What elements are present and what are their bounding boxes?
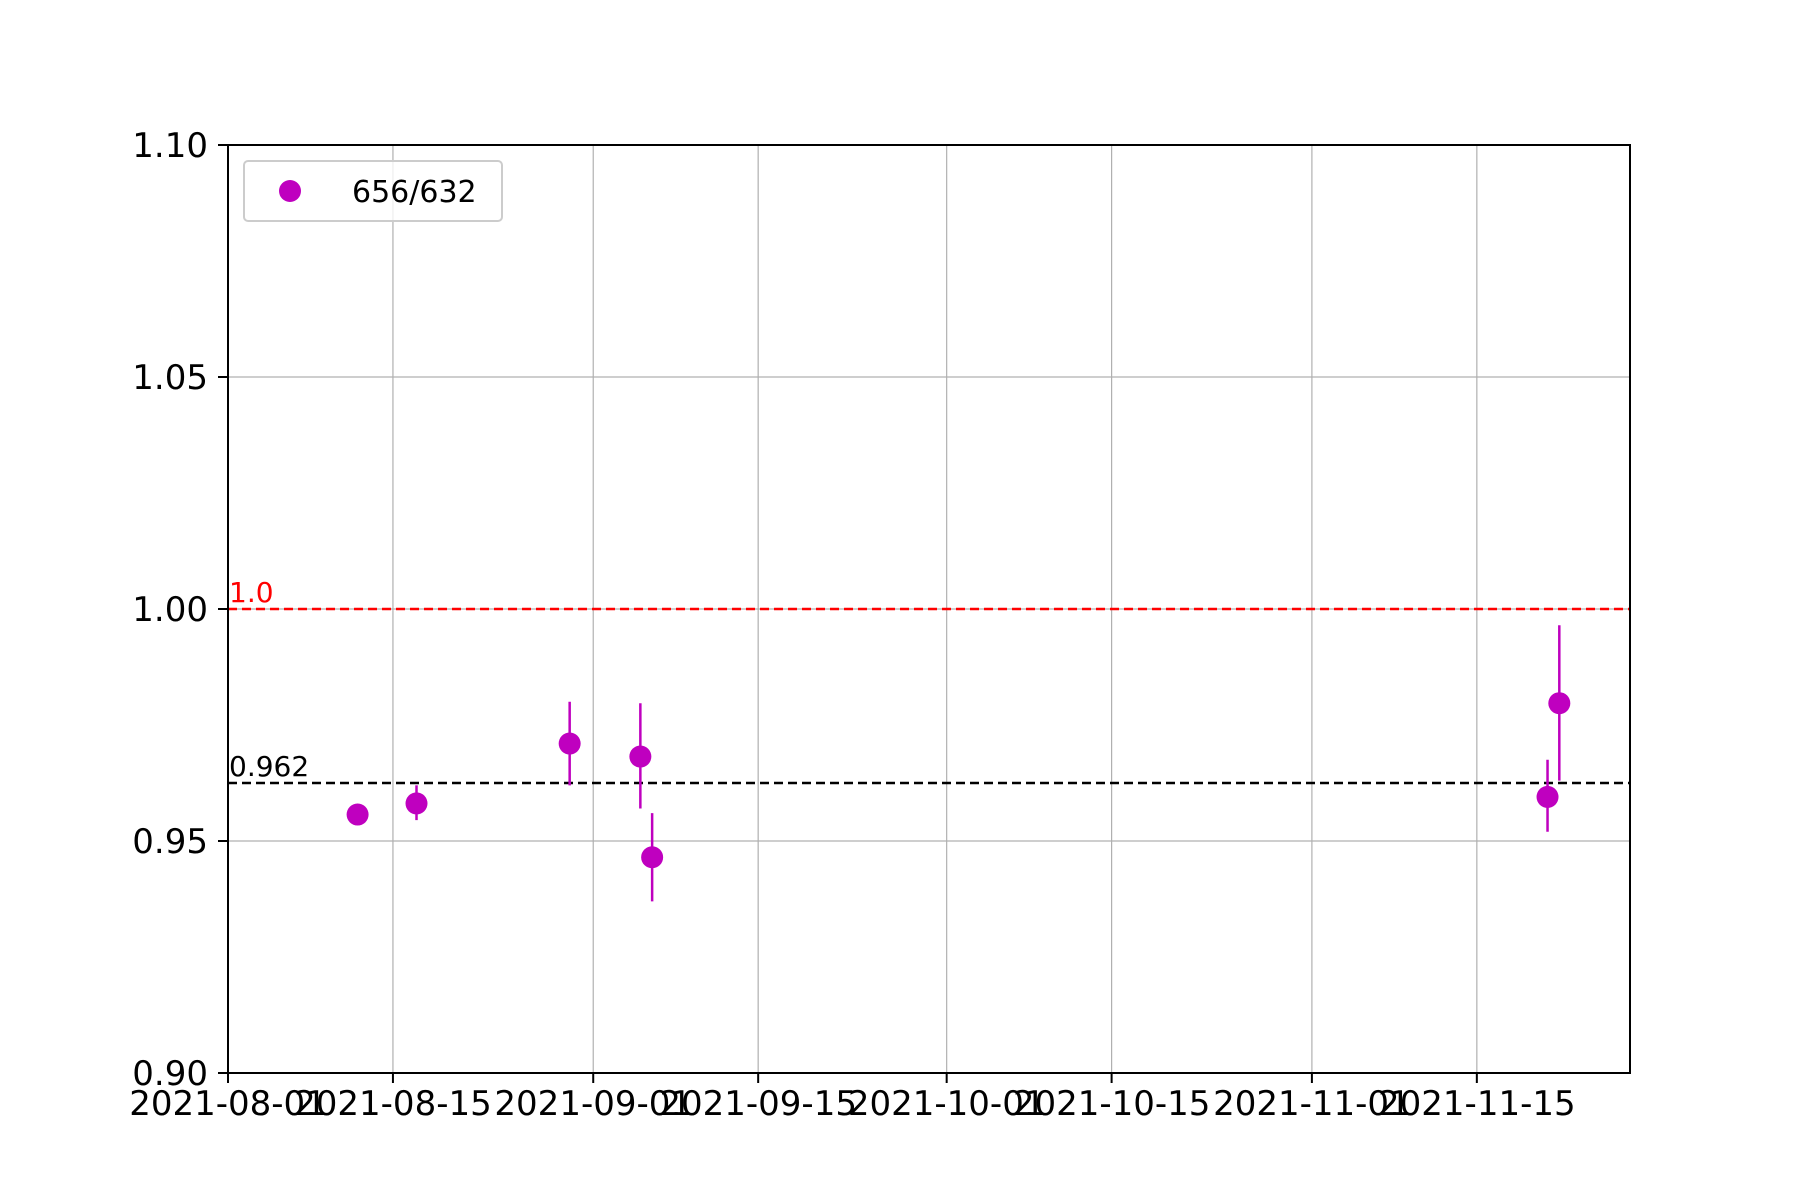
data-point	[405, 792, 428, 815]
data-point	[1548, 692, 1571, 715]
legend-label: 656/632	[352, 175, 477, 210]
legend-box	[243, 160, 503, 222]
reference-line-label: 1.0	[229, 576, 274, 609]
data-point	[558, 732, 581, 755]
y-tick-label: 1.05	[132, 358, 208, 398]
x-tick-label: 2021-09-15	[659, 1084, 857, 1124]
y-tick-label: 1.10	[132, 126, 208, 166]
data-point	[629, 745, 652, 768]
data-points	[346, 625, 1571, 902]
x-tick-label: 2021-08-01	[129, 1084, 327, 1124]
x-tick-label: 2021-09-01	[494, 1084, 692, 1124]
y-tick-label: 1.00	[132, 590, 208, 630]
x-tick-label: 2021-10-15	[1013, 1084, 1211, 1124]
x-tick-label: 2021-11-01	[1213, 1084, 1411, 1124]
data-point	[641, 846, 664, 869]
reference-lines: 1.0 0.962	[228, 576, 1630, 785]
x-tick-label: 2021-10-01	[848, 1084, 1046, 1124]
legend: 656/632	[243, 160, 503, 222]
x-tick-label: 2021-08-15	[294, 1084, 492, 1124]
data-point	[1536, 785, 1559, 808]
data-point	[346, 803, 369, 826]
y-tick-label: 0.95	[132, 822, 208, 862]
y-tick-label: 0.90	[132, 1054, 208, 1094]
x-tick-label: 2021-11-15	[1378, 1084, 1576, 1124]
legend-marker	[279, 180, 301, 202]
reference-line-label: 0.962	[229, 750, 309, 783]
